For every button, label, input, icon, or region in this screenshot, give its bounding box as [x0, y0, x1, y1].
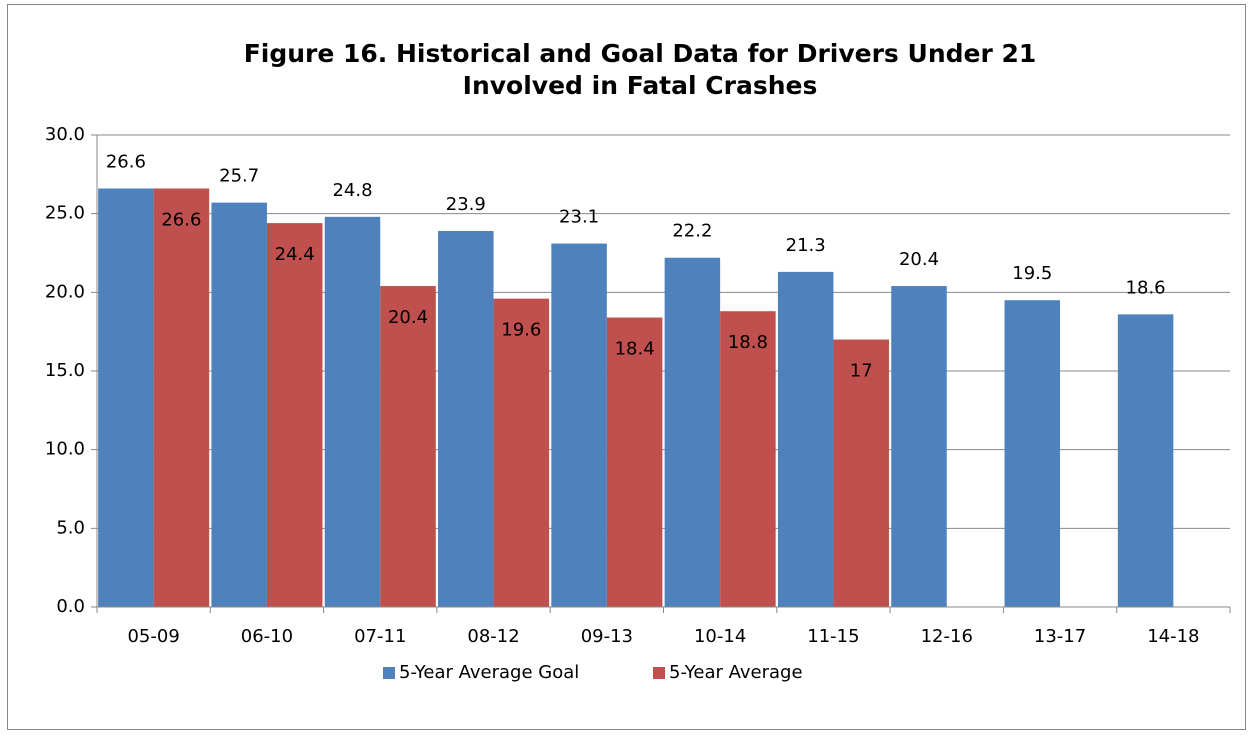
x-tick-label: 10-14: [694, 626, 746, 647]
bar: [891, 286, 947, 607]
bar: [438, 230, 494, 607]
data-label: 22.2: [672, 221, 712, 242]
bar: [153, 188, 210, 607]
x-tick-label: 13-17: [1034, 626, 1086, 647]
data-label: 25.7: [219, 166, 259, 187]
y-tick-label: 15.0: [45, 360, 85, 381]
bar: [606, 317, 663, 607]
legend-swatch: [653, 667, 665, 679]
data-label: 18.6: [1126, 277, 1166, 298]
y-tick-label: 0.0: [56, 596, 85, 617]
bar: [266, 223, 323, 607]
bar: [833, 339, 889, 607]
legend-label: 5-Year Average: [669, 662, 803, 683]
x-tick-label: 11-15: [807, 626, 859, 647]
y-tick-label: 30.0: [45, 124, 85, 145]
y-tick-label: 20.0: [45, 281, 85, 302]
x-tick-label: 06-10: [241, 626, 293, 647]
data-label: 19.5: [1012, 263, 1052, 284]
y-tick-label: 25.0: [45, 203, 85, 224]
data-label: 20.4: [899, 249, 939, 270]
x-tick-label: 14-18: [1147, 626, 1199, 647]
bar: [720, 311, 776, 607]
y-tick-label: 5.0: [56, 517, 85, 538]
chart-title: Figure 16. Historical and Goal Data for …: [243, 39, 1037, 100]
data-label: 19.6: [501, 320, 541, 341]
bar: [551, 243, 607, 607]
bar: [1117, 314, 1174, 607]
x-tick-label: 05-09: [127, 626, 179, 647]
bar: [380, 286, 436, 607]
data-label: 18.8: [728, 332, 768, 353]
bar: [98, 188, 154, 607]
bar: [1004, 300, 1061, 607]
data-label: 24.8: [332, 180, 372, 201]
bar: [211, 202, 267, 608]
bar: [777, 271, 834, 607]
legend-label: 5-Year Average Goal: [399, 662, 579, 683]
data-label: 17: [850, 361, 873, 382]
data-label: 23.9: [446, 194, 486, 215]
data-label: 23.1: [559, 207, 599, 228]
x-tick-label: 12-16: [921, 626, 973, 647]
bar: [493, 298, 550, 607]
legend-swatch: [383, 667, 395, 679]
x-tick-label: 08-12: [467, 626, 519, 647]
data-label: 21.3: [786, 235, 826, 256]
chart-border: [7, 4, 1246, 730]
y-tick-label: 10.0: [45, 439, 85, 460]
data-label: 26.6: [106, 151, 146, 172]
bar: [664, 257, 721, 607]
bar: [324, 216, 381, 607]
x-tick-label: 09-13: [581, 626, 633, 647]
data-label: 24.4: [275, 244, 315, 265]
data-label: 20.4: [388, 307, 428, 328]
data-label: 26.6: [161, 209, 201, 230]
data-label: 18.4: [615, 339, 655, 360]
x-tick-label: 07-11: [354, 626, 406, 647]
